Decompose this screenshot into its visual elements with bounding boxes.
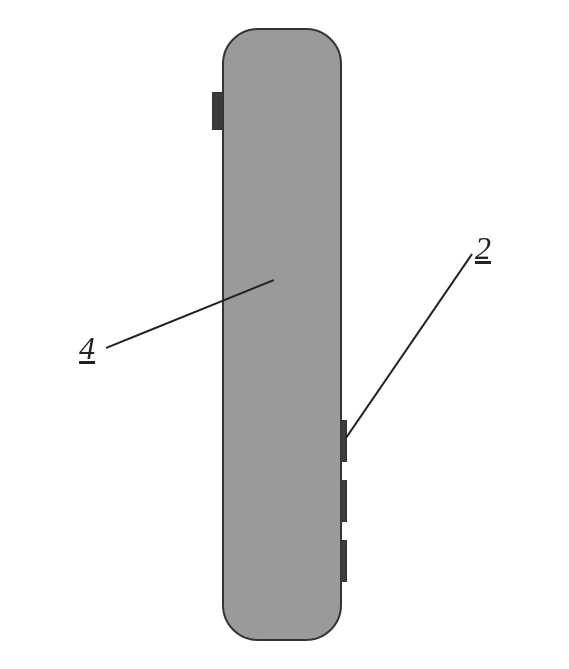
- callout-2-label: 2: [468, 230, 498, 267]
- top-left-tab: [212, 92, 224, 130]
- callout-2-line: [345, 253, 473, 438]
- callout-4-label: 4: [72, 330, 102, 367]
- right-tab-3: [340, 540, 347, 582]
- device-body: [222, 28, 342, 641]
- right-tab-1: [340, 420, 347, 462]
- right-tab-2: [340, 480, 347, 522]
